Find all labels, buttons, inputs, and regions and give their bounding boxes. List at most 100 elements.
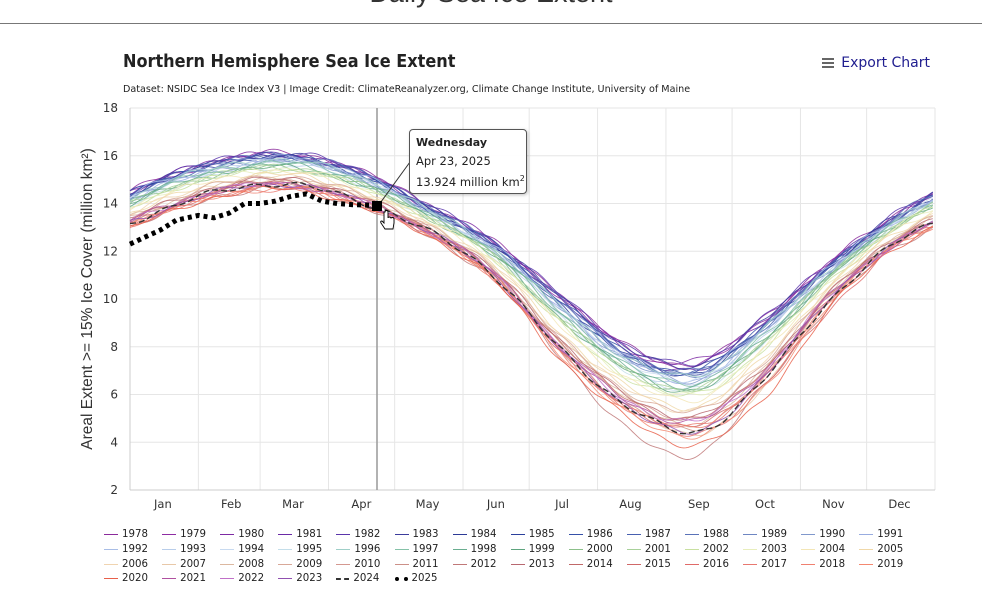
legend-label: 1980 xyxy=(238,529,265,540)
series-line-1983[interactable] xyxy=(129,152,933,370)
legend-item-1983[interactable]: 1983 xyxy=(394,529,438,540)
legend-item-2021[interactable]: 2021 xyxy=(162,573,206,584)
legend-item-2016[interactable]: 2016 xyxy=(685,559,729,570)
legend-item-2001[interactable]: 2001 xyxy=(626,544,671,555)
legend-item-2025[interactable]: 2025 xyxy=(394,573,438,585)
legend-item-2009[interactable]: 2009 xyxy=(278,559,322,570)
series-line-1998[interactable] xyxy=(129,162,933,390)
legend-item-1985[interactable]: 1985 xyxy=(510,529,555,540)
legend-item-1984[interactable]: 1984 xyxy=(452,529,497,540)
legend-item-1992[interactable]: 1992 xyxy=(104,544,148,555)
series-line-1988[interactable] xyxy=(129,154,933,372)
legend-item-2020[interactable]: 2020 xyxy=(104,573,148,584)
legend-item-1986[interactable]: 1986 xyxy=(568,529,613,540)
series-line-2005[interactable] xyxy=(129,171,933,412)
series-line-2008[interactable] xyxy=(129,176,934,428)
highlighted-point-marker[interactable] xyxy=(372,201,382,211)
series-line-2020[interactable] xyxy=(129,185,933,449)
legend-item-1990[interactable]: 1990 xyxy=(801,529,845,540)
legend-item-1980[interactable]: 1980 xyxy=(220,529,264,540)
legend-item-2002[interactable]: 2002 xyxy=(685,544,729,555)
export-chart-button[interactable]: Export Chart xyxy=(822,55,930,71)
legend-marker xyxy=(394,576,408,581)
legend-item-2024[interactable]: 2024 xyxy=(336,573,379,584)
legend-item-2011[interactable]: 2011 xyxy=(394,559,438,570)
series-line-2000[interactable] xyxy=(129,163,934,392)
legend-marker xyxy=(104,563,118,565)
legend-label: 2005 xyxy=(877,543,904,555)
legend-item-1993[interactable]: 1993 xyxy=(162,544,206,555)
series-line-2001[interactable] xyxy=(129,164,934,393)
legend-label: 2023 xyxy=(296,573,323,585)
series-line-1982[interactable] xyxy=(129,151,934,367)
y-tick-label: 10 xyxy=(103,292,118,306)
series-line-1986[interactable] xyxy=(129,151,934,375)
series-line-2021[interactable] xyxy=(129,181,933,424)
legend-item-2023[interactable]: 2023 xyxy=(278,573,322,584)
legend-item-1979[interactable]: 1979 xyxy=(162,529,206,540)
legend-item-2008[interactable]: 2008 xyxy=(220,559,264,570)
series-line-2025[interactable] xyxy=(128,191,378,247)
series-line-2016[interactable] xyxy=(129,184,933,437)
legend-item-2013[interactable]: 2013 xyxy=(510,559,555,570)
tooltip-day: Wednesday xyxy=(416,136,488,149)
legend-item-1995[interactable]: 1995 xyxy=(278,544,322,555)
legend-item-1989[interactable]: 1989 xyxy=(743,529,787,540)
legend-item-1982[interactable]: 1982 xyxy=(336,529,380,540)
legend-item-2004[interactable]: 2004 xyxy=(801,544,845,555)
legend-item-2007[interactable]: 2007 xyxy=(162,559,206,570)
legend-item-2022[interactable]: 2022 xyxy=(220,573,264,584)
legend-item-2014[interactable]: 2014 xyxy=(568,559,613,570)
y-axis-label: Areal Extent >= 15% Ice Cover (million k… xyxy=(79,148,96,450)
series-line-2018[interactable] xyxy=(129,185,934,429)
series-line-2022[interactable] xyxy=(129,181,934,422)
legend-item-2000[interactable]: 2000 xyxy=(568,544,613,555)
legend-item-1987[interactable]: 1987 xyxy=(626,529,671,540)
legend-item-2005[interactable]: 2005 xyxy=(859,544,903,555)
legend-item-2019[interactable]: 2019 xyxy=(859,559,903,570)
legend-label: 1987 xyxy=(644,529,671,540)
series-line-2024[interactable] xyxy=(129,181,933,435)
series-line-2015[interactable] xyxy=(129,181,934,428)
legend-item-1994[interactable]: 1994 xyxy=(220,544,264,555)
legend-marker xyxy=(743,534,758,535)
x-tick-label: Jan xyxy=(153,497,172,511)
legend-item-1997[interactable]: 1997 xyxy=(394,544,438,555)
series-line-1999[interactable] xyxy=(129,163,933,393)
legend-marker xyxy=(336,534,351,535)
series-line-1994[interactable] xyxy=(129,158,933,383)
legend-marker xyxy=(510,534,525,535)
legend-item-1998[interactable]: 1998 xyxy=(452,544,497,555)
legend-label: 2022 xyxy=(238,573,265,585)
legend-item-2006[interactable]: 2006 xyxy=(104,559,148,570)
legend-item-2003[interactable]: 2003 xyxy=(743,544,787,555)
legend-item-1988[interactable]: 1988 xyxy=(685,529,729,540)
series-line-2009[interactable] xyxy=(129,175,933,414)
legend-label: 2002 xyxy=(703,543,729,555)
legend-item-2017[interactable]: 2017 xyxy=(743,559,787,570)
legend-item-2012[interactable]: 2012 xyxy=(452,559,497,570)
legend-item-1978[interactable]: 1978 xyxy=(104,529,148,540)
legend-marker xyxy=(104,578,118,580)
series-line-1997[interactable] xyxy=(129,160,934,387)
legend-marker xyxy=(801,534,816,535)
legend-label: 2003 xyxy=(761,543,788,555)
tooltip-value: 13.924 million km2 xyxy=(416,170,526,191)
legend-marker xyxy=(859,548,874,550)
legend-label: 1989 xyxy=(761,529,788,540)
legend-item-1999[interactable]: 1999 xyxy=(510,543,555,555)
legend-item-1981[interactable]: 1981 xyxy=(278,529,322,540)
legend-item-2015[interactable]: 2015 xyxy=(626,559,671,570)
legend-item-2010[interactable]: 2010 xyxy=(336,559,380,570)
legend-item-1996[interactable]: 1996 xyxy=(336,544,380,555)
legend-label: 2025 xyxy=(411,573,438,585)
legend-item-2018[interactable]: 2018 xyxy=(801,559,845,570)
legend-marker xyxy=(336,577,350,580)
legend-marker xyxy=(568,563,583,565)
series-line-2013[interactable] xyxy=(129,176,933,421)
legend-item-1991[interactable]: 1991 xyxy=(859,529,903,540)
legend-label: 1978 xyxy=(122,529,148,540)
legend-marker xyxy=(452,563,467,565)
legend-label: 1999 xyxy=(528,543,555,555)
